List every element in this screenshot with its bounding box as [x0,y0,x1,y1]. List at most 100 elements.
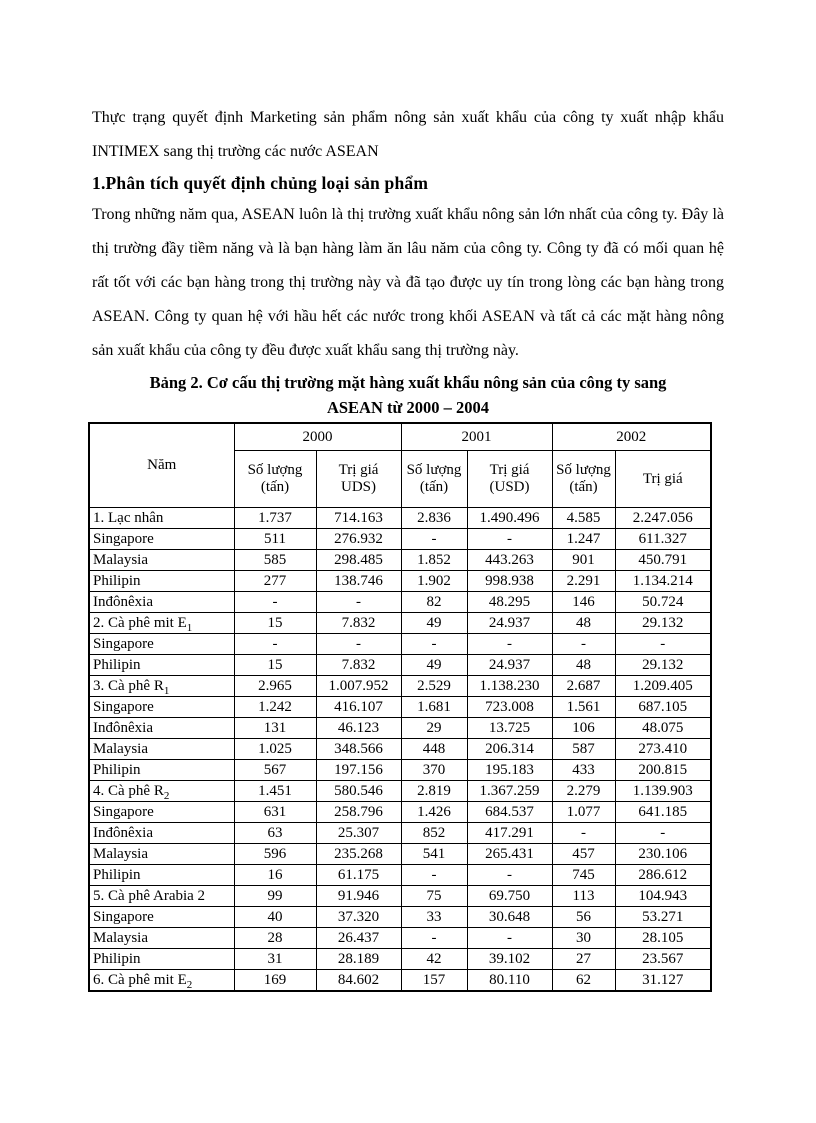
table-row: 3. Cà phê R1 2.965 1.007.952 2.529 1.138.230… [88,675,712,697]
subheader-value-2002: Trị giá [614,450,712,508]
row-label: Philipin [88,864,235,886]
row-value: - [614,633,712,655]
row-value: 46.123 [315,717,402,739]
table-row: Malaysia 596 235.268 541 265.431 457 230.106 [88,843,712,865]
row-value: 42 [400,948,468,970]
row-value: 611.327 [614,528,712,550]
row-value: 23.567 [614,948,712,970]
row-value: 69.750 [466,885,553,907]
table-row: Singapore 631 258.796 1.426 684.537 1.077 641.… [88,801,712,823]
row-label: 2. Cà phê mit E1 [88,612,235,634]
row-value: 258.796 [315,801,402,823]
row-value: 131 [233,717,317,739]
table-row: Singapore 1.242 416.107 1.681 723.008 1.561 68… [88,696,712,718]
table-row: Malaysia 1.025 348.566 448 206.314 587 273.410 [88,738,712,760]
row-value: 417.291 [466,822,553,844]
table-row: Malaysia 585 298.485 1.852 443.263 901 450.791 [88,549,712,571]
table-row: Singapore 40 37.320 33 30.648 56 53.271 [88,906,712,928]
row-value: 13.725 [466,717,553,739]
row-label: Malaysia [88,738,235,760]
body-paragraph: Trong những năm qua, ASEAN luôn là thị t… [92,206,724,359]
row-value: 7.832 [315,654,402,676]
row-value: - [400,927,468,949]
row-value: 1.134.214 [614,570,712,592]
row-value: 1.451 [233,780,317,802]
row-value: 745 [551,864,616,886]
row-value: 169 [233,969,317,992]
row-value: 448 [400,738,468,760]
row-value: 138.746 [315,570,402,592]
row-label: 6. Cà phê mit E2 [88,969,235,992]
row-value: 1.077 [551,801,616,823]
row-value: 24.937 [466,654,553,676]
subheader-quantity-2001: Số lượng (tấn) [400,450,468,508]
row-value: - [233,591,317,613]
row-value: 16 [233,864,317,886]
table-caption-line1: Bảng 2. Cơ cấu thị trường mặt hàng xuất … [149,373,667,392]
row-value: 29.132 [614,654,712,676]
table-row: Inđônêxia 63 25.307 852 417.291- - [88,822,712,844]
row-value: 28.105 [614,927,712,949]
row-value: 298.485 [315,549,402,571]
row-value: 49 [400,654,468,676]
row-value: 714.163 [315,507,402,529]
row-value: 1.367.259 [466,780,553,802]
row-value: - [400,633,468,655]
row-value: 1.007.952 [315,675,402,697]
year-header-2000: 2000 [233,422,402,451]
export-market-table: Năm 2000 2001 2002 Số lượng (tấn) Trị gi… [88,422,712,992]
table-row: Singapore - - - - - - [88,633,712,655]
row-value: 276.932 [315,528,402,550]
row-value: 265.431 [466,843,553,865]
row-value: 1.242 [233,696,317,718]
row-value: 641.185 [614,801,712,823]
row-value: 82 [400,591,468,613]
row-value: 28 [233,927,317,949]
table-row: Philipin 31 28.189 42 39.102 27 23.567 [88,948,712,970]
row-value: 901 [551,549,616,571]
row-value: 2.529 [400,675,468,697]
row-value: 48.295 [466,591,553,613]
row-label: Philipin [88,570,235,592]
row-value: 1.247 [551,528,616,550]
row-value: 75 [400,885,468,907]
row-value: 1.490.496 [466,507,553,529]
document-content: Thực trạng quyết định Marketing sản phẩm… [88,101,724,992]
row-label: Philipin [88,948,235,970]
row-value: 7.832 [315,612,402,634]
row-value: 541 [400,843,468,865]
row-value: - [466,528,553,550]
row-value: 416.107 [315,696,402,718]
row-value: 37.320 [315,906,402,928]
row-value: 433 [551,759,616,781]
table-corner-header: Năm [88,422,235,508]
row-value: - [315,591,402,613]
row-value: 1.426 [400,801,468,823]
row-value: 15 [233,654,317,676]
table-row: 4. Cà phê R2 1.451 580.546 2.819 1.367.259 2.… [88,780,712,802]
row-value: 40 [233,906,317,928]
row-value: 2.965 [233,675,317,697]
table-row: 6. Cà phê mit E2 169 84.602 157 80.110 62 31.1… [88,969,712,992]
table-body: 1. Lạc nhân 1.737 714.163 2.836 1.490.496 4.5… [88,507,712,992]
row-value: - [466,864,553,886]
table-row: Singapore 511 276.932- -1.247 611.327 [88,528,712,550]
row-value: 63 [233,822,317,844]
row-value: 580.546 [315,780,402,802]
row-label: Malaysia [88,927,235,949]
row-value: 39.102 [466,948,553,970]
row-value: 1.209.405 [614,675,712,697]
row-value: 31.127 [614,969,712,992]
subheader-value-2000: Trị giá UDS) [315,450,402,508]
subheader-value-2001: Trị giá (USD) [466,450,553,508]
row-value: 450.791 [614,549,712,571]
subheader-quantity-2002: Số lượng (tấn) [551,450,616,508]
section-heading: 1.Phân tích quyết định chủng loại sản ph… [92,173,429,193]
year-header-2001: 2001 [400,422,553,451]
row-value: 587 [551,738,616,760]
row-value: 113 [551,885,616,907]
row-label: Singapore [88,528,235,550]
row-value: 684.537 [466,801,553,823]
row-value: 84.602 [315,969,402,992]
row-value: 28.189 [315,948,402,970]
